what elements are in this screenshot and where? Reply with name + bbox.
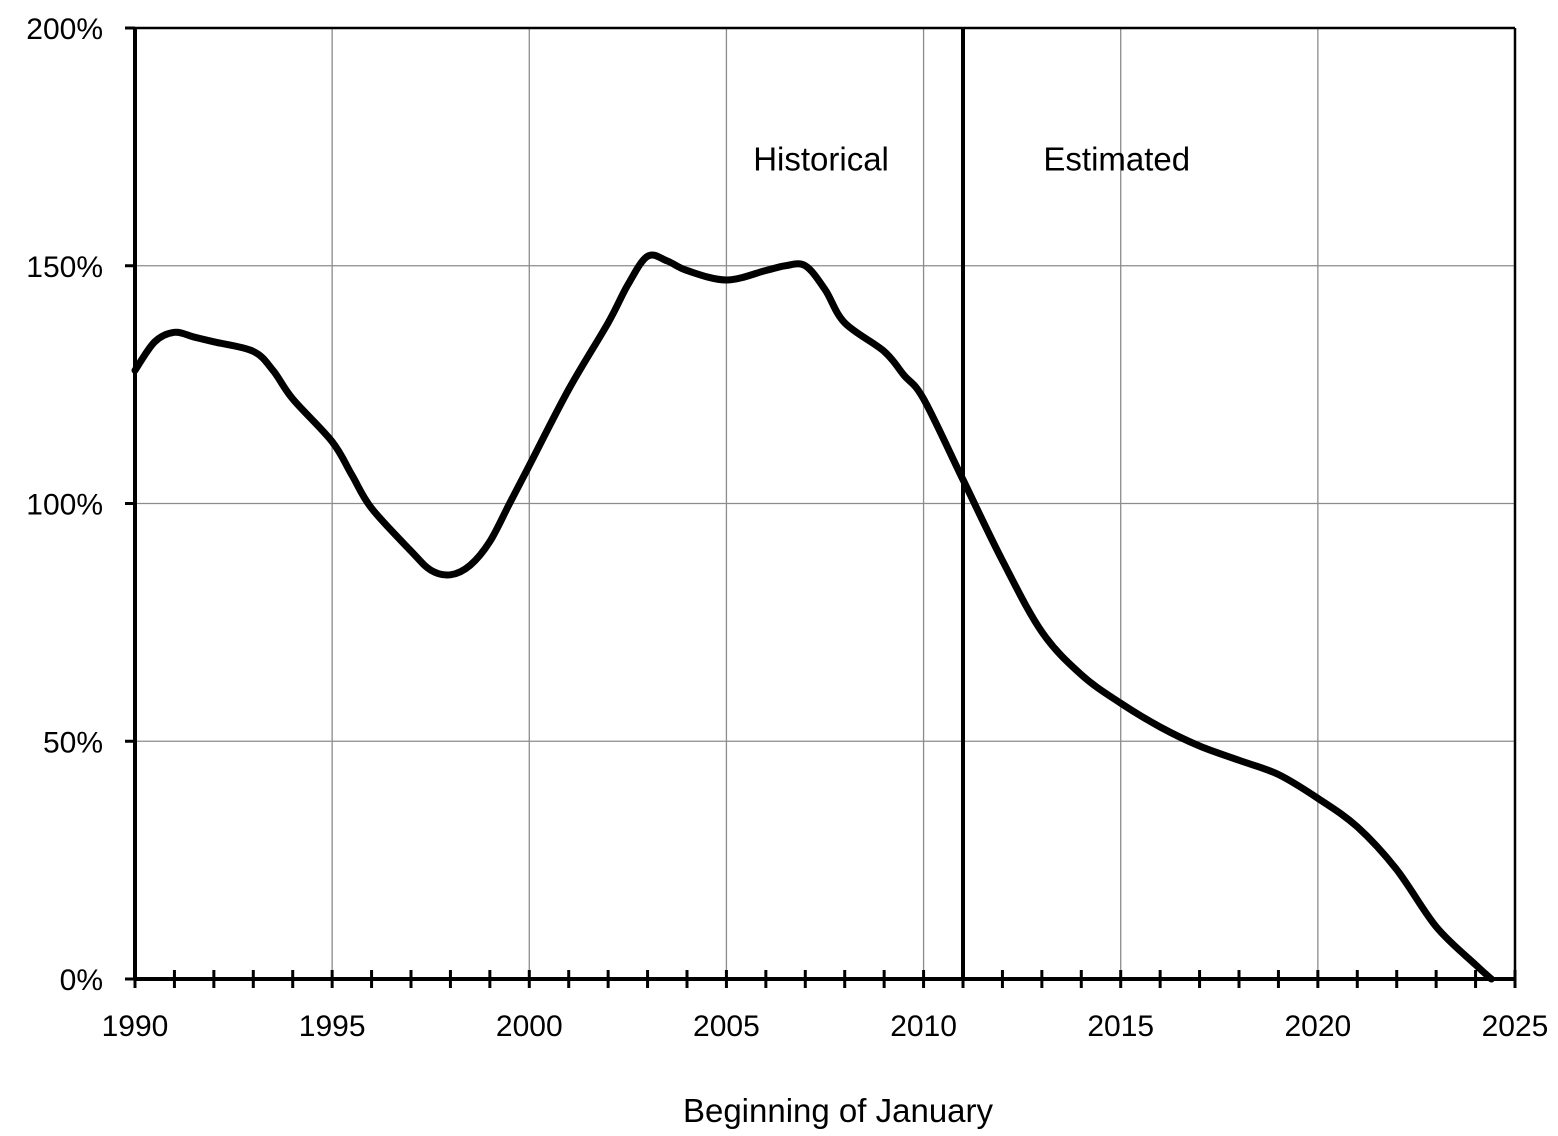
x-tick-label-2005: 2005 <box>693 1010 760 1043</box>
x-tick-label-2020: 2020 <box>1284 1010 1351 1043</box>
y-tick-label-50: 50% <box>43 726 103 759</box>
y-tick-label-100: 100% <box>26 489 103 522</box>
x-tick-label-2010: 2010 <box>890 1010 957 1043</box>
y-tick-label-0: 0% <box>60 964 103 997</box>
x-tick-label-1990: 1990 <box>102 1010 169 1043</box>
series-line-0 <box>135 255 1491 979</box>
annotation-estimated: Estimated <box>1043 141 1190 178</box>
series-layer <box>135 255 1491 979</box>
y-tick-label-200: 200% <box>26 13 103 46</box>
x-axis-title: Beginning of January <box>683 1092 994 1129</box>
annotations: Historical Estimated <box>753 141 1190 178</box>
x-tick-label-1995: 1995 <box>299 1010 366 1043</box>
x-tick-label-2025: 2025 <box>1482 1010 1549 1043</box>
x-tick-label-2015: 2015 <box>1087 1010 1154 1043</box>
annotation-historical: Historical <box>753 141 889 178</box>
axis-labels: Beginning of January 1990 1995 2000 2005 201… <box>26 13 1548 1129</box>
x-tick-label-2000: 2000 <box>496 1010 563 1043</box>
y-tick-label-150: 150% <box>26 251 103 284</box>
